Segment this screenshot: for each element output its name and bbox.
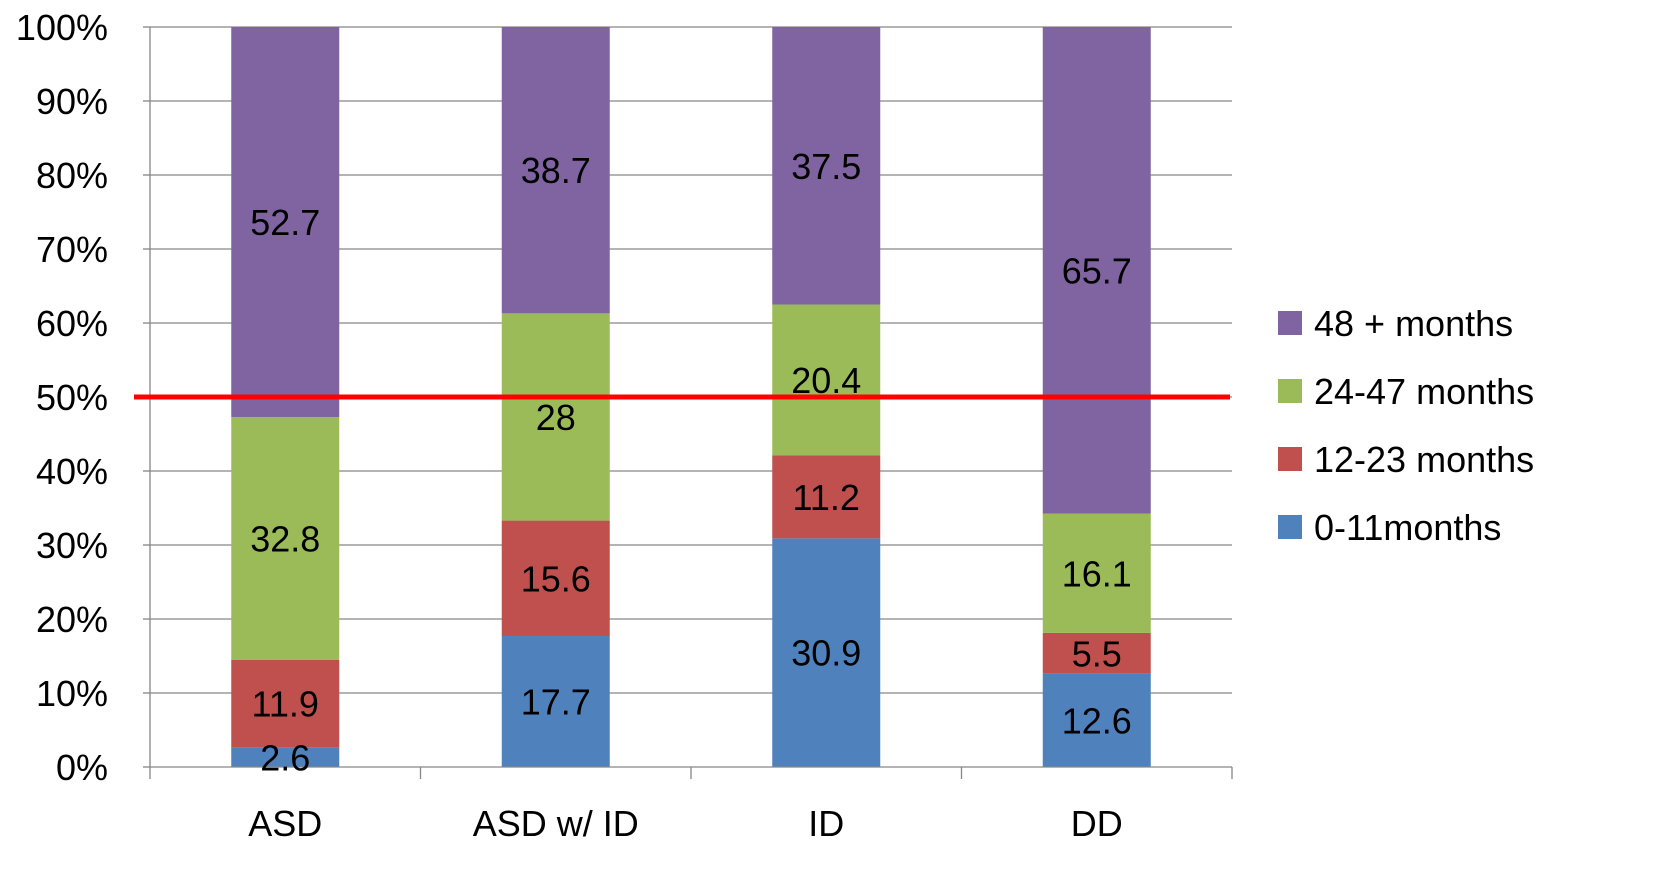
bar-segment: [501, 520, 610, 637]
axes: 0% 10% 20% 30% 40% 50% 60% 70% 80% 90% 100% ASD ASD …: [16, 7, 1233, 844]
y-tick-label: 0%: [56, 747, 108, 788]
legend-label: 0-11months: [1314, 507, 1501, 548]
legend-swatch: [1278, 311, 1302, 335]
data-label: 15.6: [521, 558, 591, 599]
data-label: 38.7: [521, 150, 591, 191]
legend: 48 + months 24-47 months 12-23 months 0-11m…: [1278, 303, 1534, 548]
data-label: 11.2: [793, 477, 860, 518]
bar-segment: [772, 27, 881, 305]
bar-segment: [1042, 632, 1151, 674]
bar-segment: [231, 416, 340, 660]
legend-swatch: [1278, 447, 1302, 471]
y-tick-label: 90%: [36, 81, 108, 122]
bar-segment: [231, 747, 340, 767]
x-category-label: ASD: [248, 803, 322, 844]
data-label: 5.5: [1072, 633, 1122, 674]
y-tick-label: 60%: [36, 303, 108, 344]
y-tick-label: 10%: [36, 673, 108, 714]
data-label: 30.9: [791, 633, 861, 674]
data-label: 17.7: [521, 682, 591, 723]
bar-segment: [772, 304, 881, 456]
legend-label: 48 + months: [1314, 303, 1513, 344]
legend-label: 24-47 months: [1314, 371, 1534, 412]
y-tick-label: 50%: [36, 377, 108, 418]
data-label: 2.6: [260, 737, 310, 778]
x-category-label: DD: [1071, 803, 1123, 844]
x-category-label: ASD w/ ID: [473, 803, 639, 844]
data-label: 28: [536, 397, 576, 438]
legend-swatch: [1278, 515, 1302, 539]
bar-segment: [231, 27, 340, 417]
bar-segment: [772, 538, 881, 767]
bar-segment: [1042, 673, 1151, 767]
y-tick-label: 100%: [16, 7, 108, 48]
data-label: 65.7: [1062, 250, 1132, 291]
data-label: 12.6: [1062, 700, 1132, 741]
bar-segment: [231, 659, 340, 748]
data-label: 32.8: [250, 518, 320, 559]
bar-segment: [501, 636, 610, 767]
y-tick-label: 40%: [36, 451, 108, 492]
y-tick-label: 70%: [36, 229, 108, 270]
bars: [231, 27, 1151, 767]
x-category-label: ID: [808, 803, 844, 844]
data-label: 52.7: [250, 202, 320, 243]
bar-segment: [1042, 27, 1151, 514]
legend-swatch: [1278, 379, 1302, 403]
bar-segment: [772, 455, 881, 539]
legend-label: 12-23 months: [1314, 439, 1534, 480]
bar-segment: [1042, 513, 1151, 633]
data-labels: 2.6 11.9 32.8 52.7 17.7 15.6 28 38.7 30.9 11.2 20.…: [250, 146, 1132, 779]
bar-segment: [501, 27, 610, 314]
data-label: 20.4: [791, 360, 861, 401]
data-label: 16.1: [1062, 553, 1132, 594]
bar-segment: [501, 313, 610, 521]
y-tick-label: 30%: [36, 525, 108, 566]
data-label: 11.9: [252, 684, 319, 725]
data-label: 37.5: [791, 146, 861, 187]
y-tick-label: 80%: [36, 155, 108, 196]
y-tick-label: 20%: [36, 599, 108, 640]
